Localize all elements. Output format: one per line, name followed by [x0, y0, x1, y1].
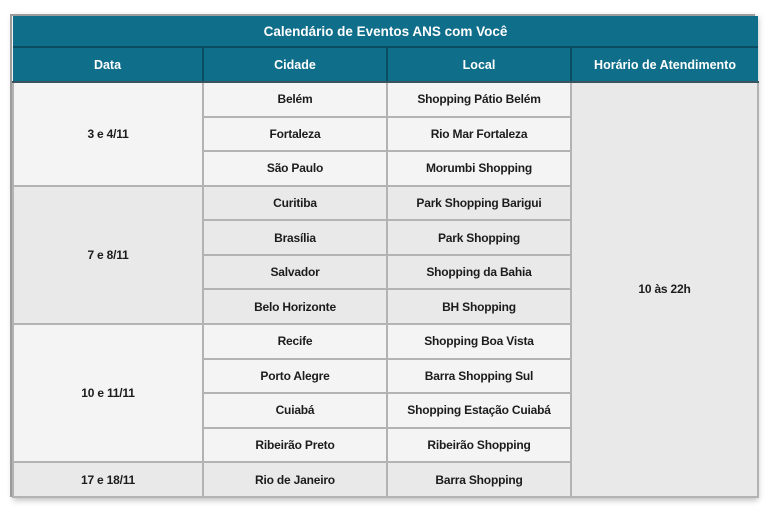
table-row: Salvador Shopping da Bahia: [13, 253, 758, 291]
venue-cell: Shopping Pátio Belém: [386, 81, 572, 118]
table-row: 10 e 11/11 Recife Shopping Boa Vista: [12, 323, 758, 464]
city-cell: Porto Alegre: [202, 357, 388, 395]
date-cell: 3 e 4/11: [12, 81, 204, 187]
city-cell: Rio de Janeiro: [202, 461, 388, 498]
col-header-data: Data: [13, 47, 204, 83]
hours-cell: 10 às 22h: [569, 81, 760, 498]
venue-cell: Morumbi Shopping: [386, 150, 572, 187]
city-cell: Salvador: [202, 253, 388, 291]
table-row: Belo Horizonte BH Shopping: [13, 288, 758, 326]
venue-cell: Shopping da Bahia: [386, 253, 572, 291]
date-cell: 17 e 18/11: [12, 461, 204, 498]
venue-cell: Park Shopping: [386, 219, 572, 256]
date-cell: 7 e 8/11: [12, 184, 204, 326]
table-title: Calendário de Eventos ANS com Você: [13, 16, 759, 48]
venue-cell: Rio Mar Fortaleza: [386, 115, 572, 153]
table-header-row: Data Cidade Local Horário de Atendimento: [13, 47, 759, 83]
table-row: Brasília Park Shopping: [13, 219, 758, 256]
city-cell: Brasília: [202, 219, 388, 256]
table-row: Fortaleza Rio Mar Fortaleza: [13, 115, 758, 153]
city-cell: Curitiba: [202, 184, 388, 222]
col-header-local: Local: [386, 47, 572, 83]
venue-cell: Shopping Boa Vista: [386, 323, 572, 360]
venue-cell: Barra Shopping: [386, 461, 572, 498]
events-calendar-table: Calendário de Eventos ANS com Você Data …: [10, 14, 760, 498]
city-cell: Cuiabá: [202, 392, 388, 429]
table-row: Cuiabá Shopping Estação Cuiabá: [13, 392, 758, 429]
city-cell: Fortaleza: [202, 115, 388, 153]
table-title-row: Calendário de Eventos ANS com Você: [13, 16, 759, 48]
col-header-cidade: Cidade: [202, 47, 388, 83]
city-cell: Recife: [202, 323, 388, 360]
city-cell: Ribeirão Preto: [202, 426, 388, 464]
city-cell: Belém: [202, 81, 388, 118]
table-row: Porto Alegre Barra Shopping Sul: [13, 357, 758, 395]
table-row: 7 e 8/11 Curitiba Park Shopping Barigui: [12, 184, 758, 326]
venue-cell: BH Shopping: [386, 288, 572, 326]
venue-cell: Shopping Estação Cuiabá: [386, 392, 572, 429]
table-row: São Paulo Morumbi Shopping: [13, 150, 758, 187]
venue-cell: Ribeirão Shopping: [386, 426, 572, 464]
table-row: 17 e 18/11 Rio de Janeiro Barra Shopping: [12, 461, 758, 498]
table-row: 3 e 4/11 Belém Shopping Pátio Belém 10 à…: [12, 81, 760, 498]
city-cell: São Paulo: [202, 150, 388, 187]
date-cell: 10 e 11/11: [12, 323, 204, 464]
table-row: Ribeirão Preto Ribeirão Shopping: [13, 426, 758, 464]
col-header-horario: Horário de Atendimento: [569, 47, 759, 83]
venue-cell: Park Shopping Barigui: [386, 184, 572, 222]
city-cell: Belo Horizonte: [202, 288, 388, 326]
venue-cell: Barra Shopping Sul: [386, 357, 572, 395]
calendar-table: Calendário de Eventos ANS com Você Data …: [12, 16, 760, 498]
